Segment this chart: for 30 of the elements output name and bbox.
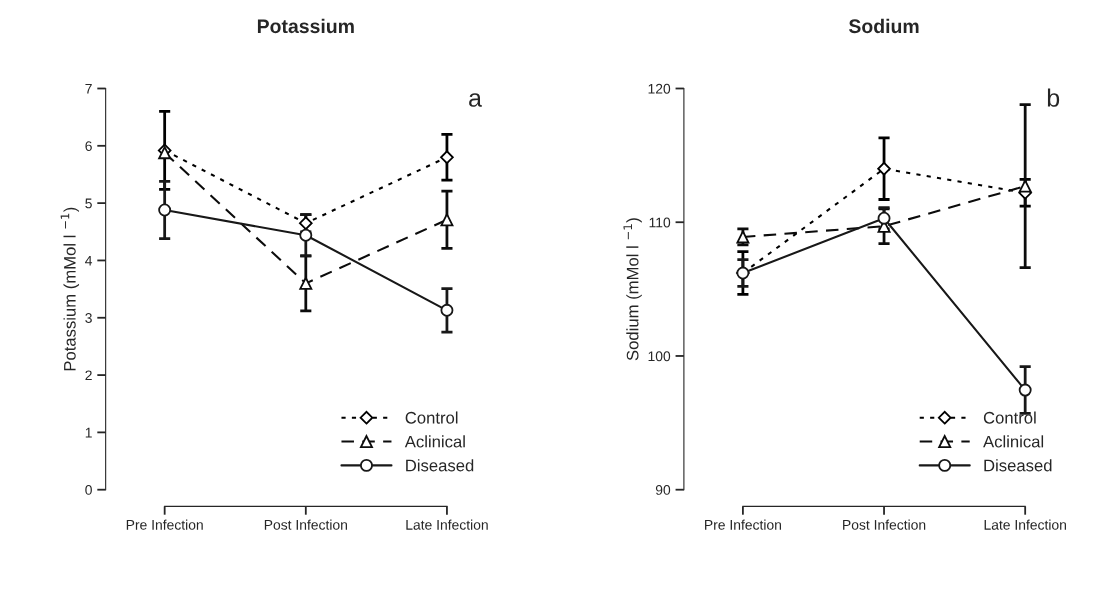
y-axis-title: Potassium (mMol l $^{−1}$) [60,207,80,371]
y-axis-title: Sodium (mMol l $^{−1}$) [623,218,642,361]
y-tick-label: 2 [85,370,92,381]
y-tick-label: 7 [85,83,92,94]
y-tick-label: 3 [85,313,92,323]
y-tick-label: 6 [85,141,92,151]
x-tick-label: Late Infection [406,519,488,530]
x-tick-label: Pre Infection [126,519,203,530]
y-tick-label: 5 [85,198,92,209]
legend-label: Diseased [984,459,1052,472]
x-tick-label: Late Infection [984,519,1066,530]
legend-label: Aclinical [983,435,1044,448]
y-tick-label: 100 [648,351,671,362]
x-tick-label: Post Infection [264,519,347,530]
y-tick-label: 120 [648,83,671,94]
legend-label: Diseased [406,459,474,472]
x-tick-label: Post Infection [843,519,926,530]
legend-label: Control [405,411,458,424]
chart-title: Sodium [848,18,919,34]
annotation: b [1047,88,1060,107]
legend-label: Control [983,411,1036,424]
y-tick-label: 90 [655,485,671,495]
chart-title: Potassium [257,18,354,34]
y-tick-label: 1 [85,427,92,438]
legend-label: Aclinical [404,435,465,448]
annotation: a [469,93,482,107]
y-tick-label: 4 [85,255,93,266]
y-tick-label: 110 [649,217,671,228]
y-tick-label: 0 [85,485,92,495]
x-tick-label: Pre Infection [705,519,781,530]
